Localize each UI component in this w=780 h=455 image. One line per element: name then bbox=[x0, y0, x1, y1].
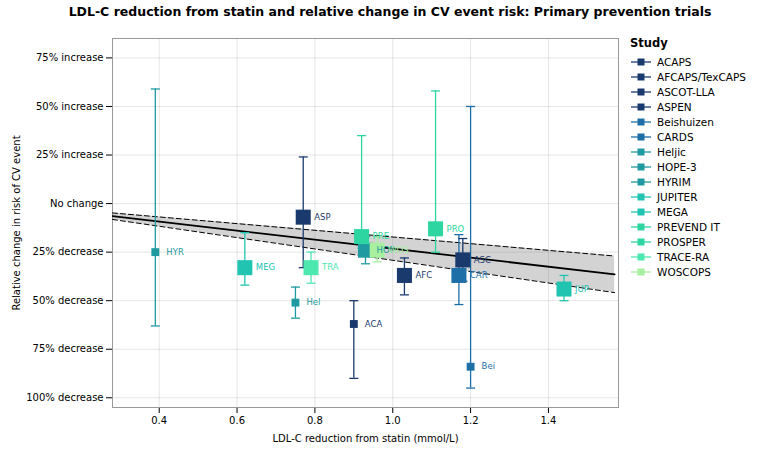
svg-text:0.4: 0.4 bbox=[151, 415, 167, 426]
svg-text:50% increase: 50% increase bbox=[36, 101, 104, 112]
html-text:LDL-C reduction from statin an: LDL-C reduction from statin and relative… bbox=[68, 4, 712, 19]
html-text:Heljic: Heljic bbox=[657, 145, 686, 158]
svg-text:0.8: 0.8 bbox=[307, 415, 323, 426]
html-text:JUPITER: JUPITER bbox=[657, 190, 698, 203]
html-text:CARDS: CARDS bbox=[657, 130, 694, 143]
svg-text:ASC: ASC bbox=[474, 255, 491, 265]
svg-text:75% decrease: 75% decrease bbox=[33, 343, 104, 354]
svg-text:LDL-C reduction from statin (m: LDL-C reduction from statin (mmol/L) bbox=[272, 433, 458, 444]
svg-text:HOP: HOP bbox=[376, 244, 395, 255]
svg-text:1.2: 1.2 bbox=[463, 415, 479, 426]
svg-text:Bei: Bei bbox=[482, 361, 495, 371]
html-text:Study: Study bbox=[630, 36, 668, 50]
svg-text:JUP: JUP bbox=[574, 284, 589, 294]
svg-text:Hel: Hel bbox=[306, 297, 320, 307]
svg-text:0.6: 0.6 bbox=[229, 415, 245, 426]
svg-text:ASP: ASP bbox=[314, 212, 330, 222]
svg-text:ACA: ACA bbox=[365, 319, 383, 329]
svg-text:AFC: AFC bbox=[415, 270, 432, 280]
html-text:HYRIM: HYRIM bbox=[657, 175, 691, 188]
svg-text:No change: No change bbox=[50, 198, 104, 209]
svg-text:1.0: 1.0 bbox=[385, 415, 401, 426]
html-text:WOSCOPS: WOSCOPS bbox=[657, 265, 711, 278]
svg-text:100% decrease: 100% decrease bbox=[26, 392, 103, 403]
html-text:HOPE-3: HOPE-3 bbox=[657, 160, 697, 173]
html-text:ASPEN: ASPEN bbox=[657, 100, 692, 113]
svg-text:MEG: MEG bbox=[256, 262, 275, 272]
svg-text:25% decrease: 25% decrease bbox=[33, 246, 104, 257]
html-text:AFCAPS/TexCAPS: AFCAPS/TexCAPS bbox=[657, 70, 746, 83]
svg-text:HYR: HYR bbox=[166, 247, 184, 257]
svg-text:Relative change in risk of CV: Relative change in risk of CV event bbox=[11, 135, 22, 310]
html-text:ASCOT-LLA: ASCOT-LLA bbox=[657, 85, 715, 98]
svg-text:PRO: PRO bbox=[447, 224, 465, 234]
svg-text:75% increase: 75% increase bbox=[36, 52, 104, 63]
svg-text:CAR: CAR bbox=[470, 270, 488, 280]
svg-text:PRE: PRE bbox=[373, 231, 389, 241]
svg-text:TRA: TRA bbox=[321, 262, 339, 272]
html-text:PREVEND IT: PREVEND IT bbox=[657, 220, 720, 233]
svg-text:25% increase: 25% increase bbox=[36, 149, 104, 160]
html-text:MEGA: MEGA bbox=[657, 205, 688, 218]
svg-text:50% decrease: 50% decrease bbox=[33, 295, 104, 306]
svg-text:1.4: 1.4 bbox=[540, 415, 556, 426]
svg-text:WOS: WOS bbox=[388, 245, 409, 255]
html-text:PROSPER: PROSPER bbox=[657, 235, 706, 248]
html-text:ACAPS: ACAPS bbox=[657, 55, 692, 68]
html-text:Beishuizen: Beishuizen bbox=[657, 115, 714, 128]
html-text:TRACE-RA: TRACE-RA bbox=[657, 250, 710, 263]
